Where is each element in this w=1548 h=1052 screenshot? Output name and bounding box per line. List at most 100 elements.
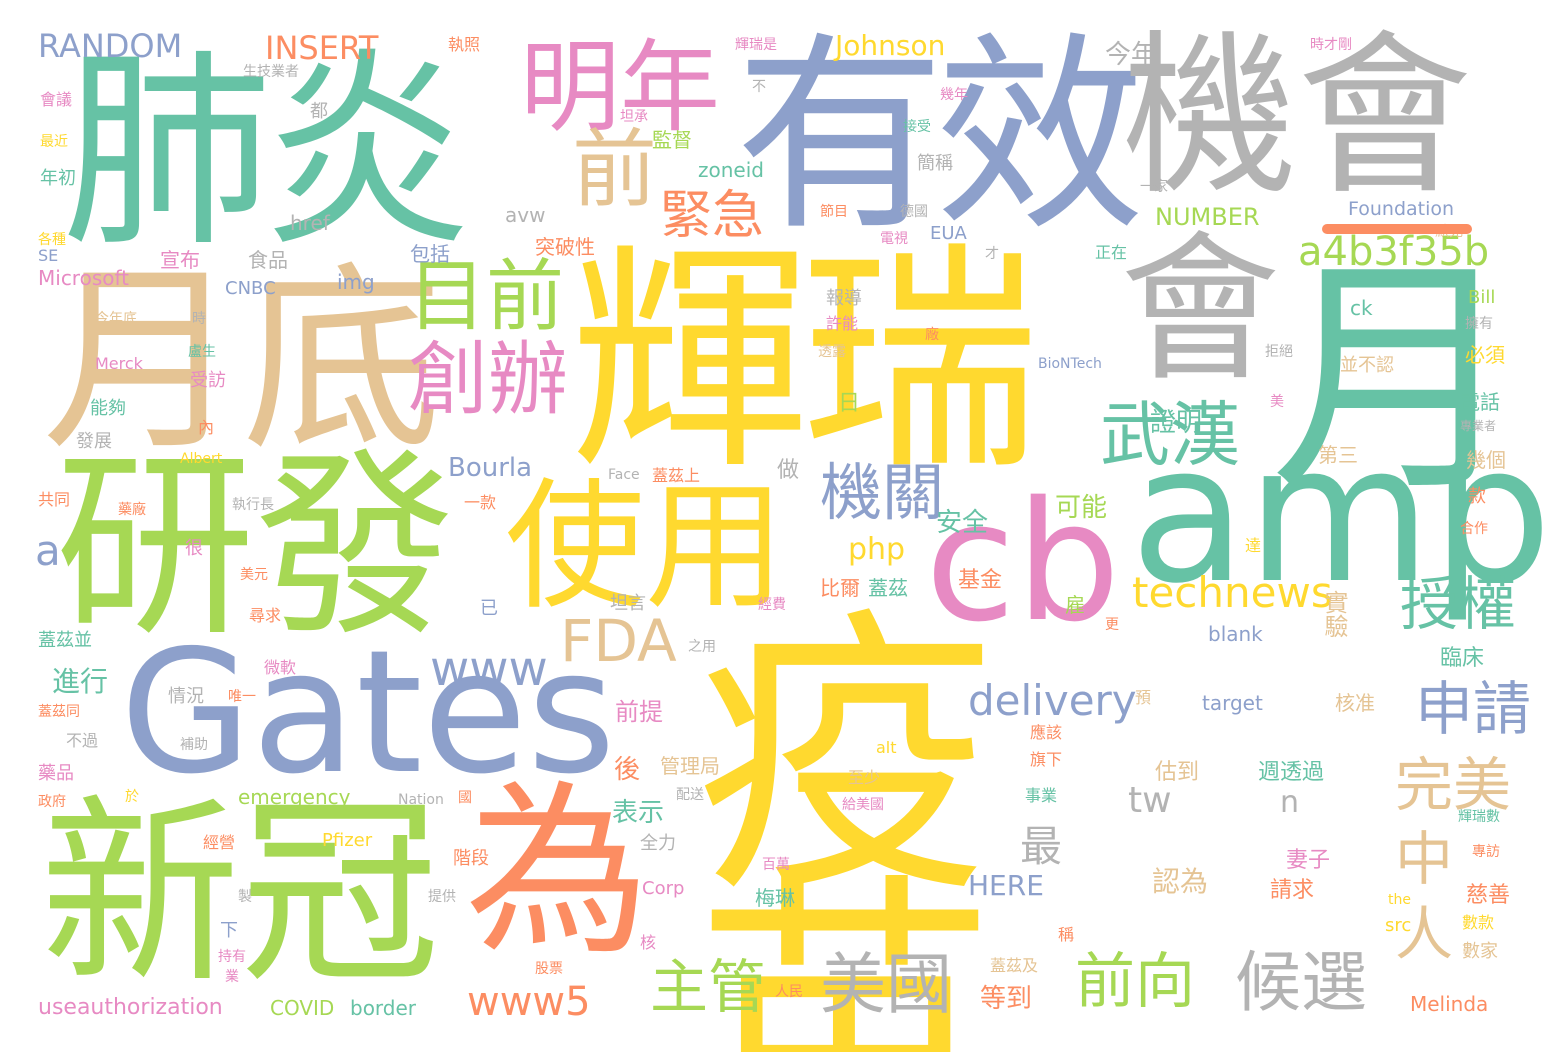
word-cloud-word: 拒絕 bbox=[1265, 344, 1293, 360]
word-cloud-word: 情況 bbox=[168, 686, 204, 707]
word-cloud-word: 幾年 bbox=[940, 87, 968, 103]
word-cloud-word: 完美 bbox=[1395, 751, 1512, 819]
word-cloud-word: 發展 bbox=[76, 431, 112, 452]
word-cloud-word: 第三 bbox=[1318, 443, 1358, 467]
word-cloud-word: 藥品 bbox=[38, 763, 74, 784]
word-cloud-word: a4b3f35b bbox=[1298, 229, 1490, 275]
word-cloud-word: 緊急 bbox=[660, 186, 765, 246]
word-cloud-word: 正在 bbox=[1095, 243, 1128, 262]
word-cloud-word: 電視 bbox=[880, 231, 908, 247]
word-cloud-word: 月 bbox=[1270, 234, 1520, 525]
word-cloud-word: 微軟 bbox=[264, 658, 297, 677]
word-cloud-word: ck bbox=[1350, 296, 1373, 320]
word-cloud-word: 機關 bbox=[820, 456, 945, 529]
word-cloud-word: 最 bbox=[1020, 822, 1063, 871]
word-cloud-word: 研發 bbox=[55, 431, 456, 664]
word-cloud-word: 並不認 bbox=[1340, 355, 1394, 376]
word-cloud-word: 已 bbox=[480, 598, 498, 619]
word-cloud-word: 政府 bbox=[38, 794, 66, 810]
word-cloud-word: 蓋茲上 bbox=[652, 466, 701, 485]
word-cloud-word: www5 bbox=[467, 979, 591, 1025]
word-cloud-word: 新冠 bbox=[40, 778, 441, 1011]
word-cloud-word: src bbox=[1385, 915, 1412, 936]
word-cloud-word: 武漢 bbox=[1100, 394, 1240, 476]
word-cloud-word: 電話 bbox=[1460, 390, 1500, 414]
word-cloud-word: avw bbox=[505, 203, 546, 227]
word-cloud-word: 使用 bbox=[505, 466, 786, 629]
word-cloud-word: 蓋茲同 bbox=[38, 704, 80, 720]
word-cloud-word: 一款 bbox=[464, 493, 497, 512]
word-cloud-word: 最近 bbox=[40, 134, 68, 150]
word-cloud-word: blank bbox=[1208, 622, 1263, 646]
word-cloud-word: 稱 bbox=[1058, 925, 1075, 944]
word-cloud-word: 款 bbox=[1468, 486, 1486, 507]
word-cloud-word: 前提 bbox=[615, 698, 663, 726]
word-cloud-word: 受訪 bbox=[190, 370, 226, 391]
word-cloud-word: 輝瑞是 bbox=[735, 37, 777, 53]
word-cloud-word: 人民 bbox=[775, 984, 803, 1000]
word-cloud-word: target bbox=[1202, 691, 1263, 715]
word-cloud-word: 專業者 bbox=[1460, 419, 1497, 433]
word-cloud-word: 透露 bbox=[818, 344, 846, 360]
word-cloud-word: 中 bbox=[1395, 825, 1454, 893]
word-cloud-word: 國 bbox=[458, 790, 472, 806]
word-cloud-word: emergency bbox=[238, 785, 351, 809]
word-cloud-word: 盧生 bbox=[188, 344, 216, 360]
word-cloud-word: 執行長 bbox=[232, 497, 274, 513]
word-cloud-word: COVID bbox=[270, 996, 335, 1020]
word-cloud-word: the bbox=[1388, 892, 1411, 908]
word-cloud-word: Face bbox=[608, 467, 640, 483]
word-cloud-word: 蓋茲及 bbox=[990, 956, 1039, 975]
word-cloud-word: 輝瑞 bbox=[570, 222, 1040, 502]
word-cloud-word: 核准 bbox=[1335, 691, 1375, 715]
word-cloud-word: 專訪 bbox=[1472, 844, 1500, 860]
word-cloud-word: 核 bbox=[640, 933, 657, 952]
word-cloud-word: 共同 bbox=[38, 490, 71, 509]
word-cloud-word: HERE bbox=[968, 869, 1044, 902]
word-cloud-word: SE bbox=[38, 246, 59, 265]
word-cloud-word: 食品 bbox=[248, 248, 288, 272]
word-cloud-word: href bbox=[290, 211, 330, 235]
word-cloud-word: 明年 bbox=[520, 29, 720, 146]
word-cloud-word: 創辦 bbox=[408, 333, 568, 426]
word-cloud-word: RANDOM bbox=[38, 27, 183, 65]
word-cloud-word: 事業 bbox=[1025, 786, 1058, 805]
word-cloud-word: 月底 bbox=[42, 245, 443, 478]
word-cloud-word: 管理局 bbox=[660, 754, 720, 778]
word-cloud-word: 節目 bbox=[820, 204, 848, 220]
word-cloud-word: 候選 bbox=[1235, 944, 1367, 1021]
word-cloud-word: 時才剛 bbox=[1310, 37, 1352, 53]
word-cloud-word: Albert bbox=[180, 451, 223, 467]
word-cloud-word: 生技業者 bbox=[243, 64, 299, 80]
word-cloud-word: NUMBER bbox=[1155, 203, 1260, 231]
word-cloud-word: Pfizer bbox=[322, 830, 373, 851]
word-cloud-word: 執照 bbox=[448, 35, 481, 54]
word-cloud-word: 宣布 bbox=[160, 248, 200, 272]
word-cloud-word: 必須 bbox=[1465, 343, 1505, 367]
word-cloud-word: 有效 bbox=[735, 14, 1145, 259]
word-cloud-word: 坦言 bbox=[610, 593, 646, 614]
word-cloud-word: 報導 bbox=[826, 288, 862, 309]
word-cloud-word: 不過 bbox=[66, 731, 99, 750]
word-cloud-word: 會 bbox=[1120, 216, 1281, 403]
word-cloud-word: img bbox=[337, 270, 375, 294]
word-cloud-word: 申請 bbox=[1415, 675, 1532, 743]
word-cloud-word: 今年 bbox=[1105, 40, 1158, 70]
word-cloud-word: 至少 bbox=[848, 768, 881, 787]
word-cloud-word: 肺炎 bbox=[62, 30, 472, 275]
word-cloud-word: 業 bbox=[225, 969, 239, 985]
word-cloud-word: 臨床 bbox=[1440, 646, 1485, 671]
word-cloud-word: Merck bbox=[95, 354, 143, 373]
word-cloud-word: 時 bbox=[192, 311, 206, 327]
word-cloud-word: 授權 bbox=[1400, 570, 1517, 638]
word-cloud-word: 數款 bbox=[1462, 913, 1495, 932]
word-cloud-word: INSERT bbox=[265, 29, 379, 67]
word-cloud-word: 實驗 bbox=[1320, 590, 1348, 638]
word-cloud-word: 旗下 bbox=[1030, 750, 1063, 769]
word-cloud-word: Bill bbox=[1468, 287, 1496, 308]
word-cloud-word: 達 bbox=[1245, 536, 1262, 555]
word-cloud-word: 梅琳 bbox=[755, 886, 795, 910]
word-cloud-word: 幾個 bbox=[1466, 448, 1506, 472]
word-cloud-word: 年初 bbox=[40, 168, 76, 189]
word-cloud-word: 妻子 bbox=[1286, 848, 1331, 873]
